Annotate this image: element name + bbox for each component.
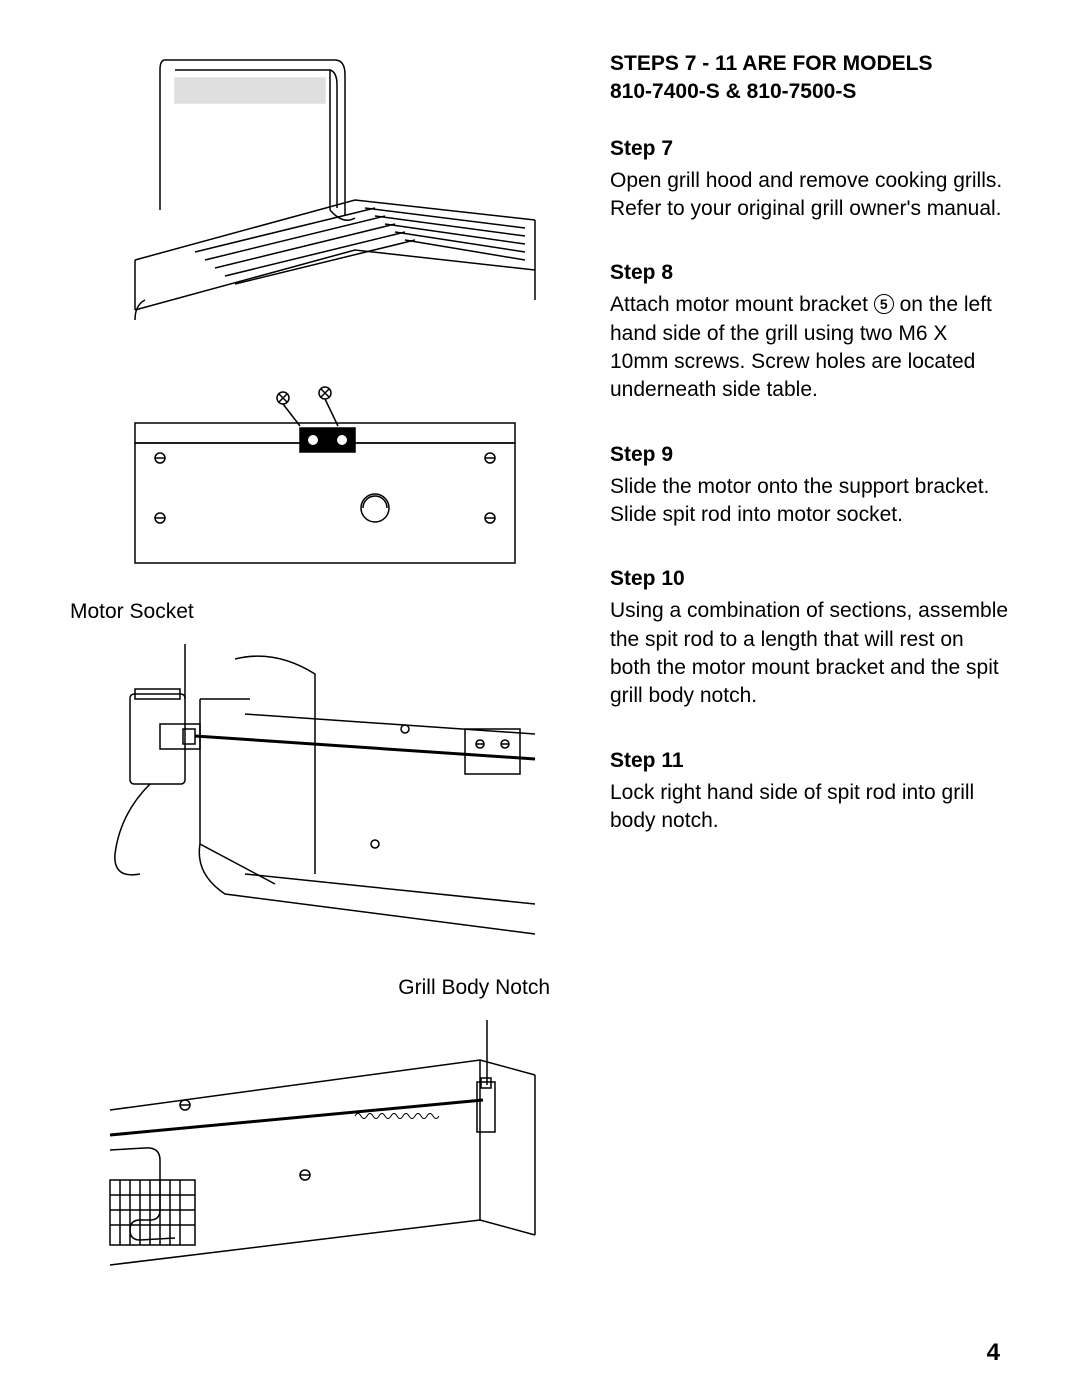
bracket-mount-illustration <box>105 368 545 578</box>
page-number: 4 <box>987 1339 1000 1367</box>
step-body: Attach motor mount bracket 5 on the left… <box>610 291 1010 404</box>
step-text: Open grill hood and remove cooking grill… <box>610 169 1002 220</box>
grill-notch-illustration <box>105 1020 545 1290</box>
figure-step9-10 <box>70 644 580 954</box>
instructions-column: STEPS 7 - 11 ARE FOR MODELS 810-7400-S &… <box>610 50 1010 1357</box>
figure-step7 <box>70 50 580 350</box>
motor-spit-illustration <box>105 644 545 954</box>
step-title: Step 9 <box>610 443 1010 467</box>
step-text: Attach motor mount bracket <box>610 293 874 316</box>
step-body: Using a combination of sections, assembl… <box>610 597 1010 710</box>
step-body: Open grill hood and remove cooking grill… <box>610 167 1010 224</box>
step-body: Lock right hand side of spit rod into gr… <box>610 779 1010 836</box>
header-line1: STEPS 7 - 11 ARE FOR MODELS <box>610 52 932 75</box>
grill-open-hood-illustration <box>105 50 545 350</box>
step-7: Step 7 Open grill hood and remove cookin… <box>610 137 1010 224</box>
step-title: Step 8 <box>610 261 1010 285</box>
step-text: Lock right hand side of spit rod into gr… <box>610 781 974 832</box>
step-9: Step 9 Slide the motor onto the support … <box>610 443 1010 530</box>
figure-step11 <box>70 1020 580 1290</box>
circled-number-icon: 5 <box>874 294 894 314</box>
step-text: Slide the motor onto the support bracket… <box>610 475 989 526</box>
step-8: Step 8 Attach motor mount bracket 5 on t… <box>610 261 1010 404</box>
step-text: Using a combination of sections, assembl… <box>610 599 1008 707</box>
step-10: Step 10 Using a combination of sections,… <box>610 567 1010 710</box>
step-title: Step 11 <box>610 749 1010 773</box>
step-11: Step 11 Lock right hand side of spit rod… <box>610 749 1010 836</box>
motor-socket-label: Motor Socket <box>70 600 580 624</box>
header-line2: 810-7400-S & 810-7500-S <box>610 80 856 103</box>
section-header: STEPS 7 - 11 ARE FOR MODELS 810-7400-S &… <box>610 50 1010 107</box>
figure-step8 <box>70 368 580 578</box>
page: Motor Socket <box>70 50 1010 1357</box>
step-title: Step 10 <box>610 567 1010 591</box>
grill-body-notch-label: Grill Body Notch <box>70 976 580 1000</box>
step-title: Step 7 <box>610 137 1010 161</box>
figures-column: Motor Socket <box>70 50 580 1357</box>
step-body: Slide the motor onto the support bracket… <box>610 473 1010 530</box>
